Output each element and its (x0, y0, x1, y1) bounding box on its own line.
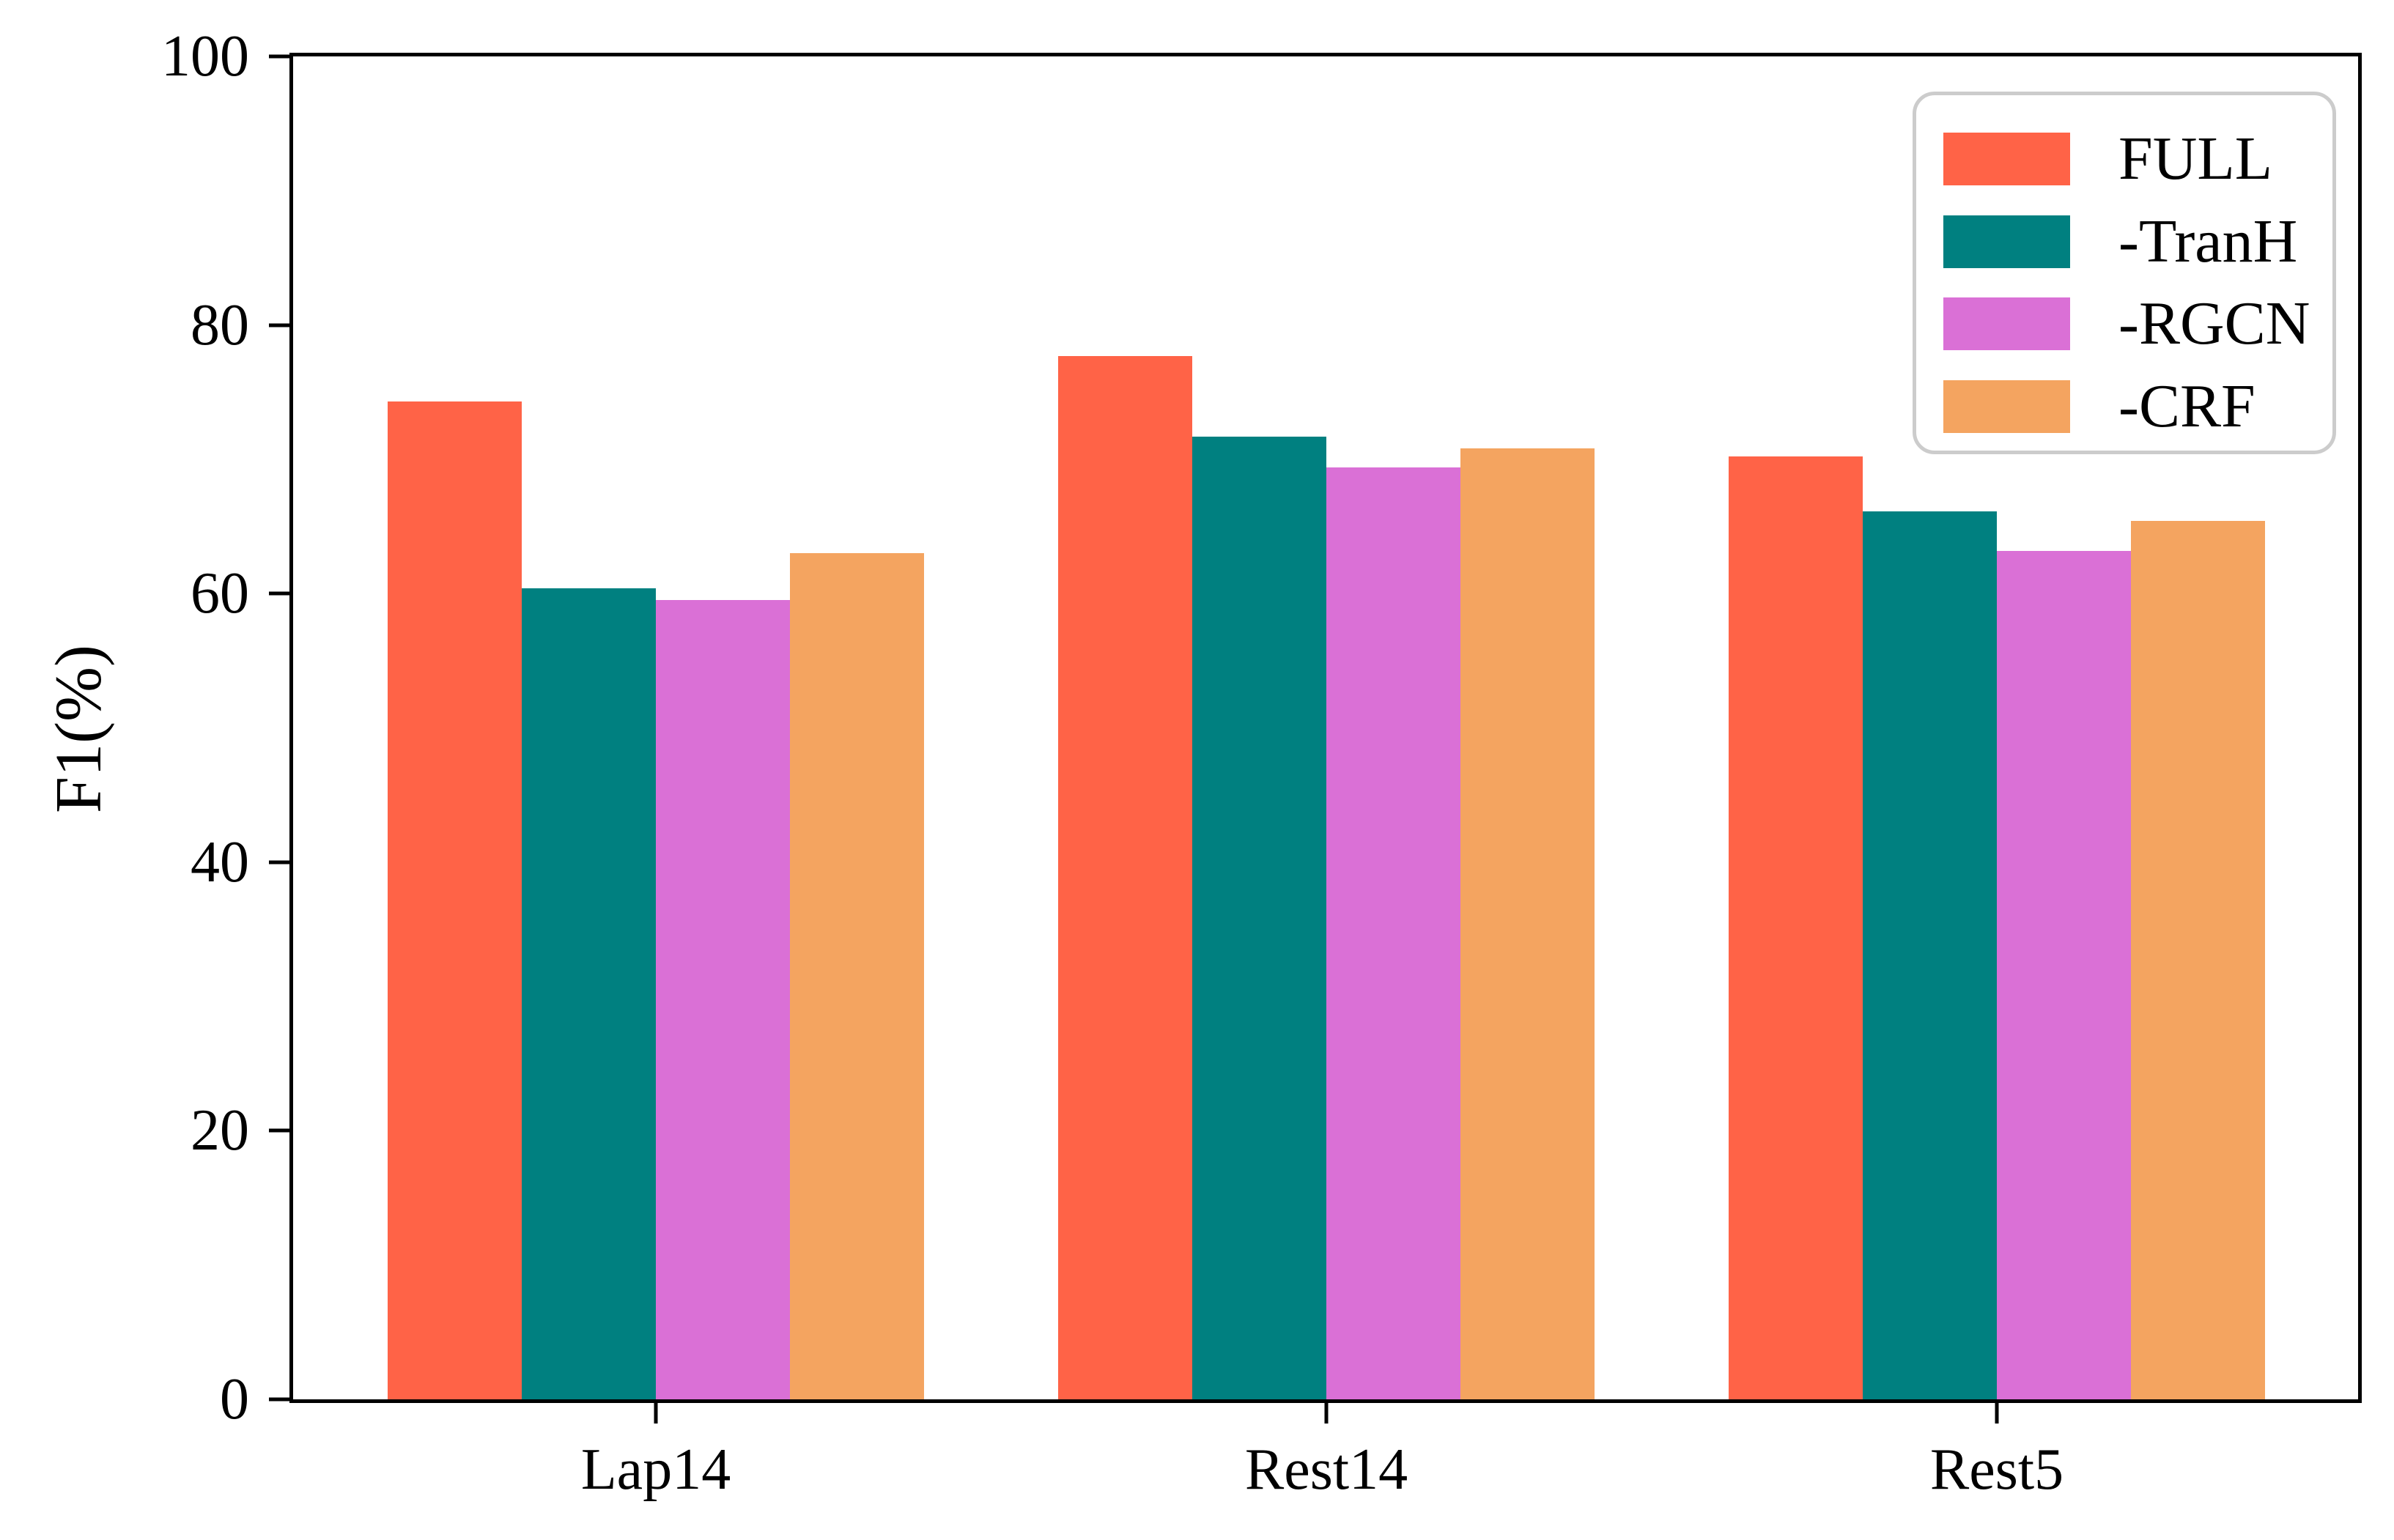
y-tick-40 (269, 860, 289, 865)
bar-noCRF-Rest14 (1460, 448, 1595, 1399)
bar-noRGCN-Lap14 (656, 600, 790, 1399)
bar-noTranH-Rest5 (1863, 511, 1997, 1399)
y-tick-label-100: 100 (161, 24, 249, 89)
legend-label-noTranH: -TranH (2118, 207, 2298, 275)
y-tick-label-60: 60 (191, 561, 249, 626)
bar-noTranH-Rest14 (1192, 436, 1326, 1399)
legend-row-noTranH: -TranH (1943, 203, 2303, 281)
x-category-label-Lap14: Lap14 (580, 1437, 731, 1502)
legend-swatch-FULL (1943, 132, 2070, 185)
bar-noRGCN-Rest5 (1997, 550, 2131, 1399)
legend-label-noCRF: -CRF (2118, 372, 2256, 441)
plot-area: 0 20 40 60 80 100 Lap14 Rest14 Rest5 FULL -TranH -… (161, 27, 2362, 1502)
y-tick-label-0: 0 (220, 1367, 249, 1432)
x-tick-Lap14 (654, 1399, 658, 1424)
legend-row-noRGCN: -RGCN (1943, 286, 2310, 363)
y-tick-20 (269, 1128, 289, 1133)
legend-label-FULL: FULL (2118, 124, 2272, 193)
y-axis-title: F1(%) (43, 645, 115, 813)
legend-swatch-noRGCN (1943, 297, 2070, 351)
y-tick-label-20: 20 (191, 1098, 249, 1163)
legend-swatch-noTranH (1943, 215, 2070, 268)
y-tick-label-40: 40 (191, 829, 249, 895)
x-category-label-Rest14: Rest14 (1244, 1437, 1408, 1502)
bar-FULL-Lap14 (388, 401, 522, 1399)
bar-FULL-Rest5 (1729, 456, 1863, 1399)
legend-label-noRGCN: -RGCN (2118, 289, 2310, 358)
y-tick-80 (269, 323, 289, 327)
y-tick-100 (269, 54, 289, 59)
bar-FULL-Rest14 (1058, 355, 1192, 1399)
legend-row-FULL: FULL (1943, 120, 2303, 198)
y-tick-label-80: 80 (191, 292, 249, 358)
y-tick-60 (269, 591, 289, 596)
bar-noRGCN-Rest14 (1326, 467, 1460, 1399)
y-tick-0 (269, 1397, 289, 1402)
x-tick-Rest5 (1995, 1399, 1999, 1424)
legend-row-noCRF: -CRF (1943, 368, 2303, 445)
x-tick-Rest14 (1324, 1399, 1329, 1424)
legend: FULL -TranH -RGCN -CRF (1913, 92, 2336, 454)
bar-noCRF-Lap14 (790, 553, 924, 1399)
legend-swatch-noCRF (1943, 380, 2070, 434)
x-category-label-Rest5: Rest5 (1929, 1437, 2064, 1502)
bar-noTranH-Lap14 (522, 588, 656, 1399)
bar-noCRF-Rest5 (2131, 521, 2265, 1399)
